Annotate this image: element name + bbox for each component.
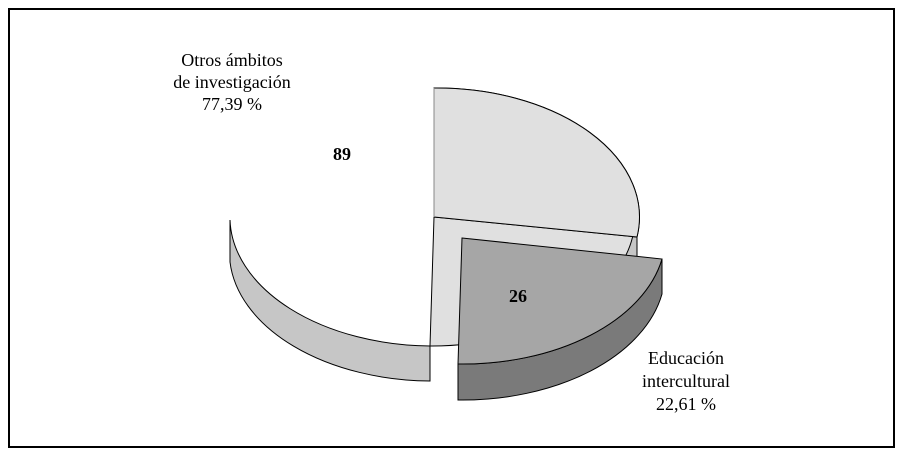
- category-label-otros-line3: 77,39 %: [202, 94, 262, 114]
- slice-otros-top-fill: [433, 87, 640, 238]
- slice-otros-side-left: [229, 219, 431, 382]
- category-label-educacion-line2: intercultural: [642, 371, 730, 391]
- category-label-educacion-line1: Educación: [648, 348, 724, 368]
- category-label-otros-line2: de investigación: [173, 72, 290, 92]
- value-label-educacion: 26: [509, 286, 527, 306]
- slice-educacion-top: [457, 237, 663, 365]
- category-label-educacion-line3: 22,61 %: [656, 394, 716, 414]
- category-label-otros-line1: Otros ámbitos: [181, 50, 283, 70]
- slice-educacion: [457, 237, 663, 401]
- value-label-otros: 89: [333, 144, 351, 164]
